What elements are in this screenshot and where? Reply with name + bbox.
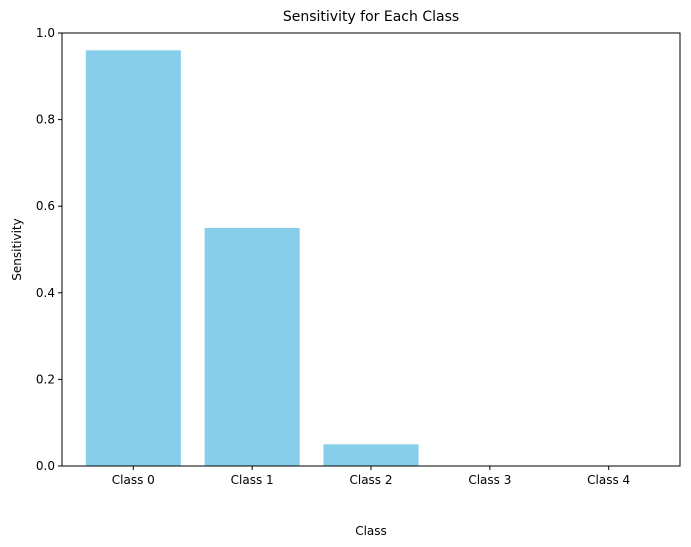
x-tick-label: Class 3	[468, 473, 511, 487]
y-tick-label: 0.6	[36, 199, 55, 213]
y-axis-label: Sensitivity	[10, 218, 24, 280]
y-tick-label: 0.8	[36, 113, 55, 127]
bar-group	[85, 50, 419, 466]
x-tick-label: Class 4	[587, 473, 630, 487]
bar-class-1	[204, 227, 300, 466]
x-tick-label: Class 1	[231, 473, 274, 487]
x-axis-label: Class	[355, 524, 387, 538]
x-tick-label: Class 0	[112, 473, 155, 487]
chart-title: Sensitivity for Each Class	[283, 9, 459, 25]
x-axis-ticks: Class 0 Class 1 Class 2 Class 3 Class 4	[112, 466, 630, 487]
y-tick-label: 0.2	[36, 372, 55, 386]
bar-class-2	[323, 444, 419, 466]
bar-class-0	[85, 50, 181, 466]
y-tick-label: 0.0	[36, 459, 55, 473]
y-tick-label: 0.4	[36, 286, 55, 300]
x-tick-label: Class 2	[349, 473, 392, 487]
y-axis-ticks: 0.0 0.2 0.4 0.6 0.8 1.0	[36, 26, 62, 473]
y-tick-label: 1.0	[36, 26, 55, 40]
